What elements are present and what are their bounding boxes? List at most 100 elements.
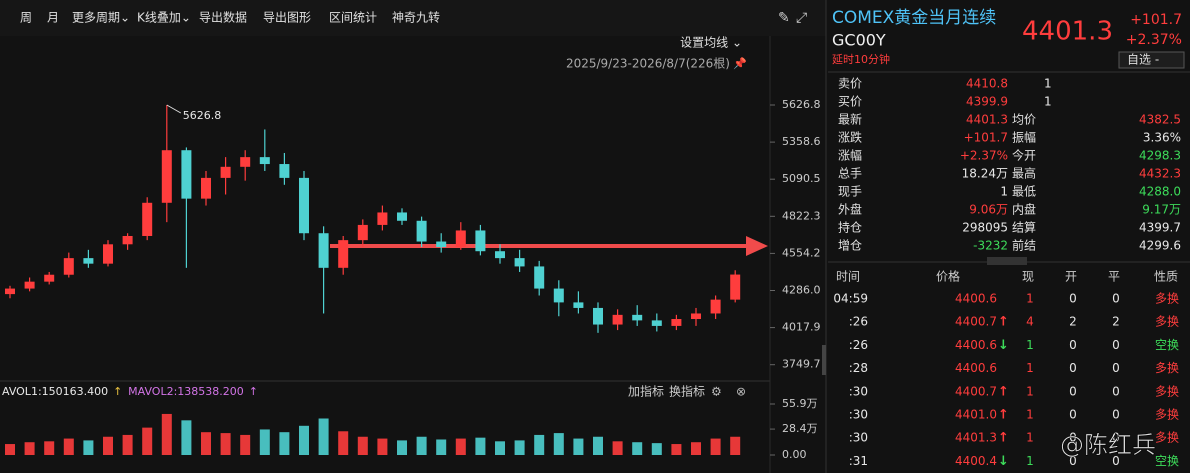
- column-header: 开: [1065, 270, 1077, 284]
- tick-direction: ↑: [998, 431, 1009, 446]
- candle-body: [318, 233, 329, 268]
- indicator-arrow: ↑: [113, 385, 122, 398]
- indicator-button[interactable]: 加指标: [628, 384, 664, 399]
- tick-time: :30: [849, 431, 868, 445]
- candle-body: [651, 320, 662, 326]
- last-price: 4401.3: [1022, 17, 1113, 47]
- candle-body: [142, 202, 153, 236]
- tick-time: :26: [849, 315, 868, 329]
- quote-label: 前结: [1012, 238, 1036, 253]
- tick-volume: 1: [1026, 292, 1034, 306]
- tick-direction: ↓: [998, 338, 1009, 353]
- quote-value: +101.7: [964, 131, 1008, 145]
- volume-bar: [5, 444, 15, 455]
- candle-body: [691, 313, 701, 320]
- toolbar-item[interactable]: 导出图形: [263, 11, 311, 25]
- toolbar-item[interactable]: 月: [47, 11, 59, 25]
- y-tick-label: 28.4万: [782, 422, 818, 435]
- price-change: +101.7: [1130, 12, 1182, 28]
- y-tick-label: 5626.8: [782, 98, 821, 111]
- candle-body: [259, 157, 270, 165]
- annotation-arrowhead: [746, 236, 768, 256]
- gear-icon[interactable]: ⚙: [711, 385, 722, 399]
- tick-volume: 1: [1026, 408, 1034, 422]
- close-icon[interactable]: ⊗: [736, 385, 746, 399]
- indicator-label: MAVOL2:138538.200: [128, 385, 244, 398]
- expand-icon[interactable]: ⤢: [796, 10, 807, 26]
- candle-body: [220, 166, 231, 178]
- toolbar-item[interactable]: 周: [20, 11, 32, 25]
- volume-bar: [142, 427, 153, 455]
- volume-bar: [534, 434, 545, 455]
- candle-body: [397, 212, 407, 221]
- tick-open: 0: [1069, 408, 1077, 422]
- panel-handle[interactable]: [987, 257, 1027, 265]
- quote-value: 4410.8: [966, 77, 1008, 91]
- volume-bar: [24, 442, 35, 455]
- candle-body: [593, 307, 603, 325]
- quote-label: 现手: [838, 185, 862, 199]
- scrollbar[interactable]: [822, 345, 826, 375]
- quote-label: 最高: [1012, 166, 1036, 181]
- y-tick-label: 4554.2: [782, 246, 821, 259]
- toolbar-item[interactable]: 导出数据: [199, 10, 247, 25]
- candle-body: [553, 288, 564, 303]
- watch-button-bg[interactable]: [1118, 51, 1185, 69]
- indicator-button[interactable]: 换指标: [669, 384, 705, 399]
- volume-bar: [691, 442, 701, 455]
- tick-price: 4401.0: [955, 408, 997, 422]
- quote-value: 4298.3: [1139, 149, 1181, 163]
- tick-direction: ↑: [998, 384, 1009, 399]
- pin-icon[interactable]: 📌: [733, 56, 747, 70]
- tick-close: 0: [1112, 338, 1120, 352]
- y-tick-label: 4286.0: [782, 284, 821, 297]
- tick-open: 0: [1069, 384, 1077, 398]
- tick-close: 0: [1112, 454, 1120, 468]
- y-tick-label: 5358.6: [782, 135, 821, 148]
- tick-close: 2: [1112, 315, 1120, 329]
- toolbar-item[interactable]: 更多周期⌄: [72, 11, 130, 25]
- quote-value: 3.36%: [1143, 131, 1181, 145]
- tick-price: 4400.7: [955, 315, 997, 329]
- watch-button[interactable]: 自选 -: [1127, 53, 1159, 67]
- candle-body: [279, 164, 290, 178]
- candle-body: [5, 288, 15, 295]
- toolbar-item[interactable]: 区间统计: [329, 11, 377, 25]
- toolbar-item[interactable]: K线叠加⌄: [137, 11, 191, 25]
- volume-bar: [377, 438, 388, 455]
- candle-body: [495, 251, 505, 259]
- tick-close: 0: [1112, 431, 1120, 445]
- volume-bar: [201, 432, 211, 455]
- volume-bar: [220, 433, 231, 455]
- candle-body: [377, 212, 388, 225]
- volume-bar: [181, 420, 192, 455]
- volume-bar: [553, 433, 564, 455]
- tick-nature: 空换: [1155, 454, 1179, 468]
- candle-body: [181, 150, 192, 199]
- candle-body: [240, 157, 251, 167]
- tick-close: 0: [1112, 384, 1120, 398]
- tick-nature: 多换: [1155, 408, 1179, 422]
- quote-value: 4299.6: [1139, 239, 1181, 253]
- tick-time: :30: [849, 384, 868, 398]
- candle-body: [299, 177, 309, 234]
- draw-icon[interactable]: ✎: [778, 10, 790, 26]
- settings-button[interactable]: 设置均线 ⌄: [680, 36, 742, 50]
- tick-nature: 空换: [1155, 338, 1179, 352]
- tick-nature: 多换: [1155, 384, 1179, 398]
- toolbar-item[interactable]: 神奇九转: [392, 10, 440, 25]
- peak-pointer: [166, 104, 182, 114]
- quote-label: 振幅: [1012, 130, 1036, 145]
- tick-open: 2: [1069, 315, 1077, 329]
- quote-value: 4382.5: [1139, 113, 1181, 127]
- y-tick-label: 0.00: [782, 448, 807, 461]
- volume-bar: [632, 442, 643, 455]
- tick-time: :30: [849, 408, 868, 422]
- quote-label: 最低: [1012, 185, 1036, 199]
- volume-bar: [671, 444, 682, 455]
- quote-label: 内盘: [1012, 202, 1036, 217]
- column-header: 现: [1022, 270, 1034, 284]
- tick-open: 0: [1069, 292, 1077, 306]
